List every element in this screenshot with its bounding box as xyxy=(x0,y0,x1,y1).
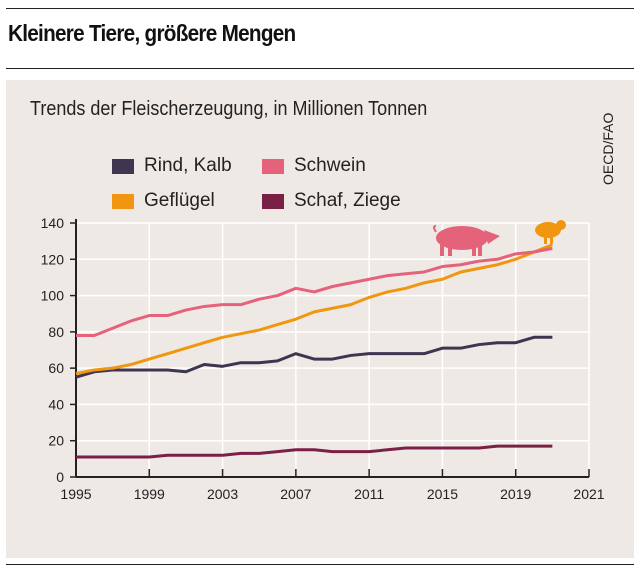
title-rule xyxy=(6,68,634,69)
legend-swatch xyxy=(112,193,134,209)
legend-swatch xyxy=(262,193,284,209)
legend-item-gefluegel: Geflügel xyxy=(112,190,215,212)
legend-item-schwein: Schwein xyxy=(262,155,366,177)
x-tick-label: 2011 xyxy=(354,486,384,502)
series-line-geflügel xyxy=(75,243,553,376)
x-tick-label: 2007 xyxy=(280,486,311,502)
legend-swatch xyxy=(112,158,134,174)
chart-panel xyxy=(6,80,634,558)
legend-label: Schwein xyxy=(294,155,366,176)
legend-item-schaf: Schaf, Ziege xyxy=(262,190,401,212)
y-tick-label: 120 xyxy=(41,251,65,267)
y-tick-label: 140 xyxy=(41,215,65,231)
legend-label: Geflügel xyxy=(144,190,215,211)
y-tick-label: 20 xyxy=(48,433,64,449)
x-tick-label: 1995 xyxy=(60,486,91,502)
x-tick-label: 1999 xyxy=(134,486,165,502)
legend-label: Schaf, Ziege xyxy=(294,190,401,211)
chart-title: Trends der Fleischerzeugung, in Millione… xyxy=(30,98,428,120)
bottom-rule xyxy=(6,564,634,565)
x-tick-label: 2003 xyxy=(207,486,238,502)
x-tick-label: 2015 xyxy=(427,486,458,502)
series-line-rind-kalb xyxy=(75,335,553,379)
pig-icon xyxy=(433,225,500,256)
y-tick-label: 80 xyxy=(48,324,64,340)
series-line-schwein xyxy=(76,246,553,337)
headline: Kleinere Tiere, größere Mengen xyxy=(8,20,296,46)
top-rule xyxy=(6,8,634,9)
legend-label: Rind, Kalb xyxy=(144,155,232,176)
x-tick-label: 2021 xyxy=(573,486,604,502)
series-line-schaf-ziege xyxy=(76,444,553,459)
y-tick-label: 0 xyxy=(56,469,64,485)
chicken-icon xyxy=(535,220,566,244)
x-tick-label: 2019 xyxy=(500,486,531,502)
legend-item-rind: Rind, Kalb xyxy=(112,155,232,177)
y-tick-label: 100 xyxy=(41,288,65,304)
y-tick-label: 40 xyxy=(48,396,64,412)
y-tick-label: 60 xyxy=(48,360,64,376)
legend-swatch xyxy=(262,158,284,174)
